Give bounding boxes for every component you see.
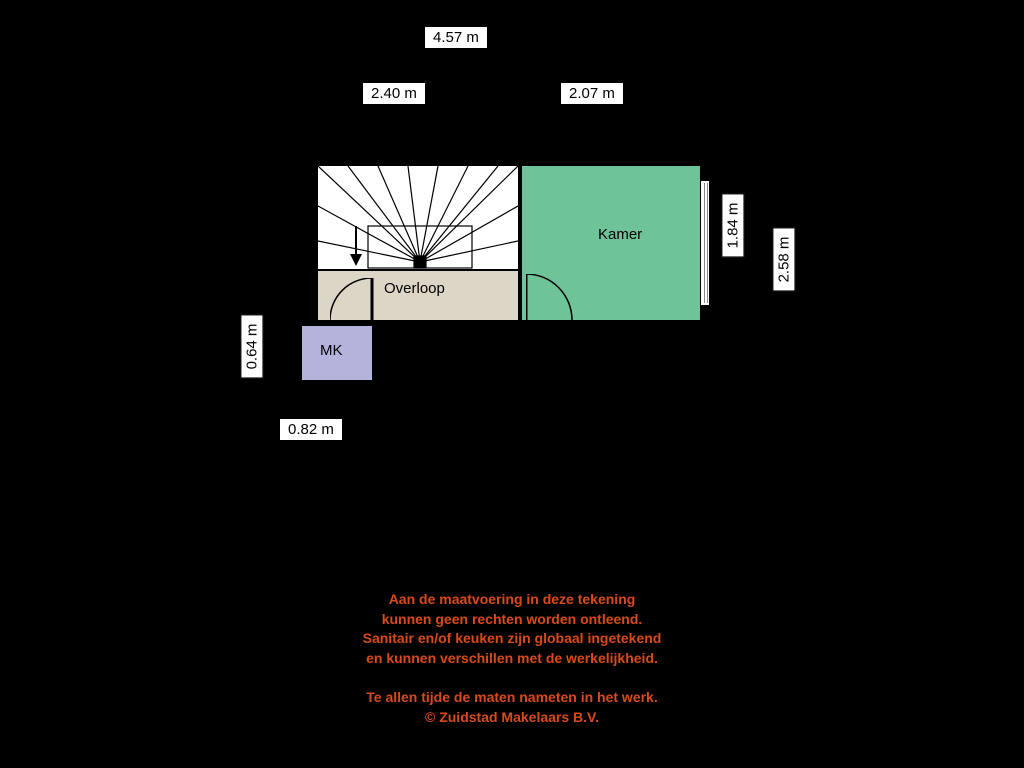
dim-mk-height: 0.64 m: [240, 315, 263, 379]
wall-mk-bottom: [296, 380, 378, 386]
floorplan-canvas: 4.57 m 2.40 m 2.07 m 1.84 m 2.58 m 0.64 …: [0, 0, 1024, 768]
dim-left-width: 2.40 m: [362, 82, 426, 105]
floor-plan: Overloop Kamer MK: [312, 160, 706, 386]
disclaimer-line: Aan de maatvoering in deze tekening: [0, 590, 1024, 610]
door-kamer-icon: [526, 274, 576, 324]
disclaimer-line: Te allen tijde de maten nameten in het w…: [0, 688, 1024, 708]
dim-right-width: 2.07 m: [560, 82, 624, 105]
wall-mk-left: [296, 320, 302, 386]
wall-inner-vertical: [518, 166, 522, 320]
disclaimer-line: kunnen geen rechten worden ontleend.: [0, 610, 1024, 630]
wall-mk-right: [372, 320, 378, 386]
disclaimer-line: en kunnen verschillen met de werkelijkhe…: [0, 649, 1024, 669]
dim-mk-width: 0.82 m: [279, 418, 343, 441]
door-overloop-icon: [330, 278, 378, 326]
label-kamer: Kamer: [598, 226, 642, 243]
dim-right-inner-height: 1.84 m: [721, 194, 744, 258]
disclaimer-line: Sanitair en/of keuken zijn globaal inget…: [0, 629, 1024, 649]
dim-right-outer-height: 2.58 m: [772, 228, 795, 292]
disclaimer-block2: Te allen tijde de maten nameten in het w…: [0, 688, 1024, 727]
label-mk: MK: [320, 342, 343, 359]
window-kamer: [700, 180, 710, 306]
label-overloop: Overloop: [384, 280, 445, 297]
dim-total-width: 4.57 m: [424, 26, 488, 49]
disclaimer-block1: Aan de maatvoering in deze tekening kunn…: [0, 590, 1024, 668]
disclaimer-line: © Zuidstad Makelaars B.V.: [0, 708, 1024, 728]
stair-icon: [318, 166, 518, 271]
